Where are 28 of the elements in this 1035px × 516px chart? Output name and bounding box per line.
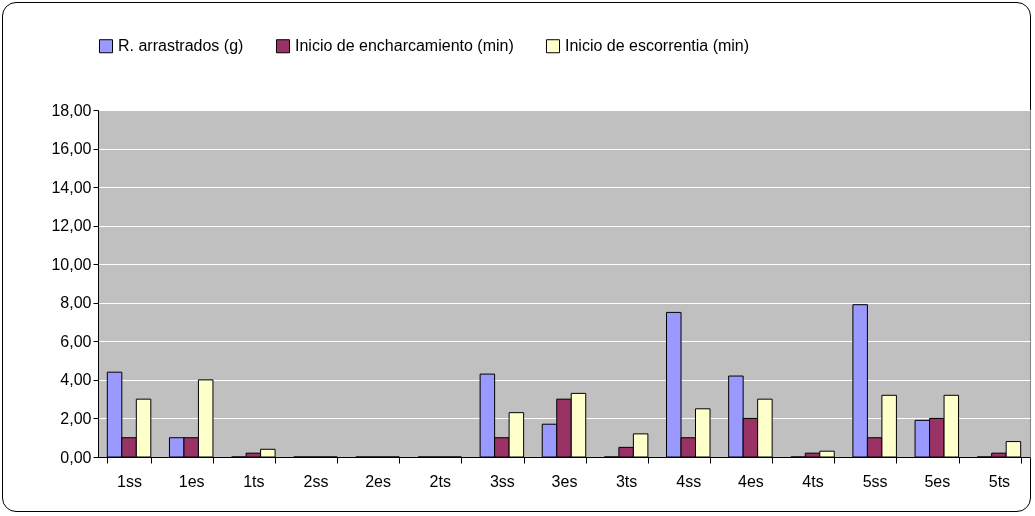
y-tick-label: 14,00 <box>51 178 92 196</box>
x-tick-label: 2ts <box>429 472 451 490</box>
y-tick-label: 8,00 <box>60 294 92 312</box>
x-tick-label: 2ss <box>303 472 329 490</box>
x-tick-label: 1ss <box>117 472 143 490</box>
x-tick-label: 4ts <box>802 472 824 490</box>
x-tick-label: 5es <box>924 472 951 490</box>
x-tick-label: 5ts <box>988 472 1011 490</box>
x-tick-label: 1es <box>178 472 205 490</box>
legend-label: R. arrastrados (g) <box>118 37 244 55</box>
legend-label: Inicio de escorrentia (min) <box>565 37 750 55</box>
y-tick-label: 16,00 <box>51 140 92 158</box>
y-tick-label: 2,00 <box>60 409 92 427</box>
legend-label: Inicio de encharcamiento (min) <box>295 37 514 55</box>
y-tick-label: 12,00 <box>51 217 92 235</box>
x-tick-label: 5ss <box>862 472 888 490</box>
x-tick-label: 3es <box>551 472 578 490</box>
x-tick-label: 1ts <box>243 472 265 490</box>
y-tick-label: 0,00 <box>60 448 92 466</box>
x-tick-label: 2es <box>365 472 391 490</box>
x-tick-label: 4es <box>738 472 764 490</box>
x-tick-label: 3ts <box>615 472 638 490</box>
y-tick-label: 10,00 <box>51 255 92 273</box>
y-tick-label: 6,00 <box>60 332 92 350</box>
x-tick-label: 3ss <box>489 472 515 490</box>
x-tick-label: 4ss <box>676 472 702 490</box>
y-tick-label: 4,00 <box>60 371 92 389</box>
y-tick-label: 18,00 <box>51 101 92 119</box>
